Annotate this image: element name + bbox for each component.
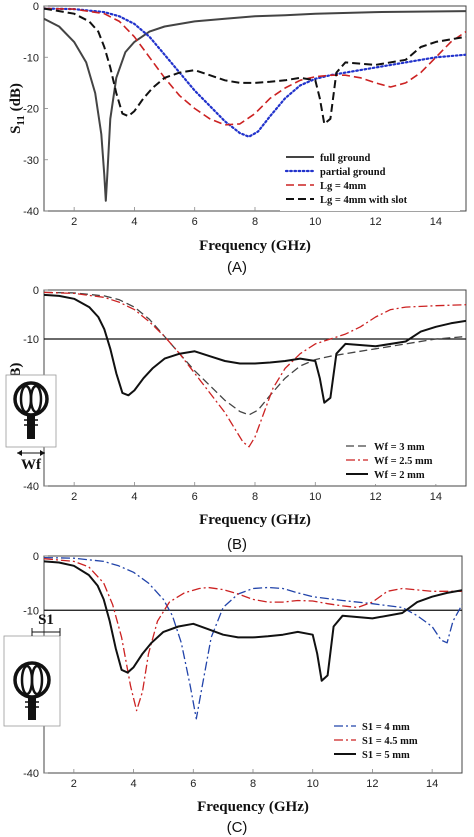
chart-c-inset-label: S1 (38, 612, 54, 628)
chart-a-xtick-label: 6 (192, 216, 198, 228)
chart-b-caption: (B) (227, 536, 247, 553)
chart-c-antenna-feed (28, 697, 36, 720)
chart-a-legend-label-1: full ground (320, 153, 370, 164)
chart-b-xtick-label: 10 (309, 491, 321, 503)
chart-c-ytick-label: 0 (33, 551, 39, 563)
chart-b-inset-label: Wf (21, 457, 42, 473)
chart-a-legend-label-4: Lg = 4mm with slot (320, 195, 408, 206)
chart-a-legend: full ground partial ground Lg = 4mm Lg = 4m… (280, 147, 460, 211)
chart-a-ytick-label: -20 (23, 104, 39, 116)
chart-b-series-line-1 (44, 291, 466, 416)
chart-b-legend: Wf = 3 mm Wf = 2.5 mm Wf = 2 mm (340, 436, 462, 484)
chart-a-xtick-label: 8 (252, 216, 258, 228)
chart-c-legend-label-1: S1 = 4 mm (362, 722, 410, 733)
chart-b-xtick-label: 2 (71, 491, 77, 503)
chart-a-xtick-label: 12 (369, 216, 381, 228)
chart-b-xtick-label: 12 (369, 491, 381, 503)
chart-b-legend-label-1: Wf = 3 mm (374, 442, 425, 453)
chart-a-series-line-4 (44, 7, 466, 125)
chart-panel-a: 0 -10 -20 -30 -40 2 4 6 8 10 12 14 S11 (dB) Frequency… (0, 0, 474, 278)
chart-a-xlabel: Frequency (GHz) (199, 238, 311, 254)
chart-c-series-line-3 (44, 560, 462, 682)
chart-c-xtick-label: 14 (426, 778, 438, 790)
chart-b-xtick-label: 6 (192, 491, 198, 503)
chart-b-antenna-feed (27, 415, 35, 439)
chart-b-antenna-inset (5, 374, 57, 448)
chart-c-legend-label-3: S1 = 5 mm (362, 750, 410, 761)
chart-c-legend-label-2: S1 = 4.5 mm (362, 736, 418, 747)
chart-a-ytick-label: 0 (33, 1, 39, 13)
chart-a-svg: 0 -10 -20 -30 -40 2 4 6 8 10 12 14 S11 (dB) Frequency… (8, 1, 467, 276)
chart-a-xtick-label: 4 (131, 216, 137, 228)
chart-a-ytick-label: -40 (23, 206, 39, 218)
chart-c-xtick-label: 8 (250, 778, 256, 790)
chart-c-legend: S1 = 4 mm S1 = 4.5 mm S1 = 5 mm (328, 716, 454, 766)
chart-b-xtick-label: 14 (430, 491, 442, 503)
chart-b-xlabel: Frequency (GHz) (199, 512, 311, 528)
chart-c-xtick-label: 4 (131, 778, 137, 790)
chart-c-xtick-label: 12 (366, 778, 378, 790)
chart-a-xtick-label: 2 (71, 216, 77, 228)
chart-c-xtick-label: 2 (71, 778, 77, 790)
chart-b-ytick-label: -10 (23, 334, 39, 346)
chart-b-xtick-label: 4 (131, 491, 137, 503)
chart-b-series-group (44, 291, 466, 448)
chart-b-legend-label-3: Wf = 2 mm (374, 470, 425, 481)
chart-c-ytick-label: -40 (23, 768, 39, 780)
chart-b-antenna-inner-right (29, 384, 43, 414)
chart-a-ylabel: S11 (dB) (8, 83, 27, 134)
chart-c-legend-box (328, 716, 454, 766)
chart-c-series-line-2 (44, 558, 462, 712)
chart-c-xtick-label: 6 (190, 778, 196, 790)
chart-a-legend-label-2: partial ground (320, 167, 386, 178)
chart-c-antenna-inset (3, 635, 61, 727)
chart-b-ytick-label: 0 (33, 285, 39, 297)
chart-b-ytick-label: -40 (23, 481, 39, 493)
chart-b-series-line-2 (44, 291, 466, 448)
chart-a-caption: (A) (227, 259, 247, 276)
chart-b-series-line-3 (44, 293, 466, 404)
chart-b-legend-label-2: Wf = 2.5 mm (374, 456, 433, 467)
chart-c-series-group (44, 556, 462, 720)
chart-a-legend-label-3: Lg = 4mm (320, 181, 366, 192)
chart-a-xtick-label: 14 (430, 216, 442, 228)
chart-a-series-group (44, 7, 466, 202)
chart-a-series-line-1 (44, 10, 466, 202)
chart-a-series-line-3 (44, 7, 466, 126)
chart-c-caption: (C) (227, 819, 248, 836)
chart-b-legend-box (340, 436, 462, 484)
chart-a-xtick-label: 10 (309, 216, 321, 228)
chart-c-antenna-inner-right (30, 664, 44, 696)
chart-a-series-line-2 (44, 7, 466, 138)
chart-c-ytick-label: -10 (23, 605, 39, 617)
chart-c-xlabel: Frequency (GHz) (197, 799, 309, 815)
chart-a-ytick-label: -30 (23, 155, 39, 167)
chart-a-ytick-label: -10 (23, 52, 39, 64)
chart-c-xtick-label: 10 (307, 778, 319, 790)
chart-b-xtick-label: 8 (252, 491, 258, 503)
